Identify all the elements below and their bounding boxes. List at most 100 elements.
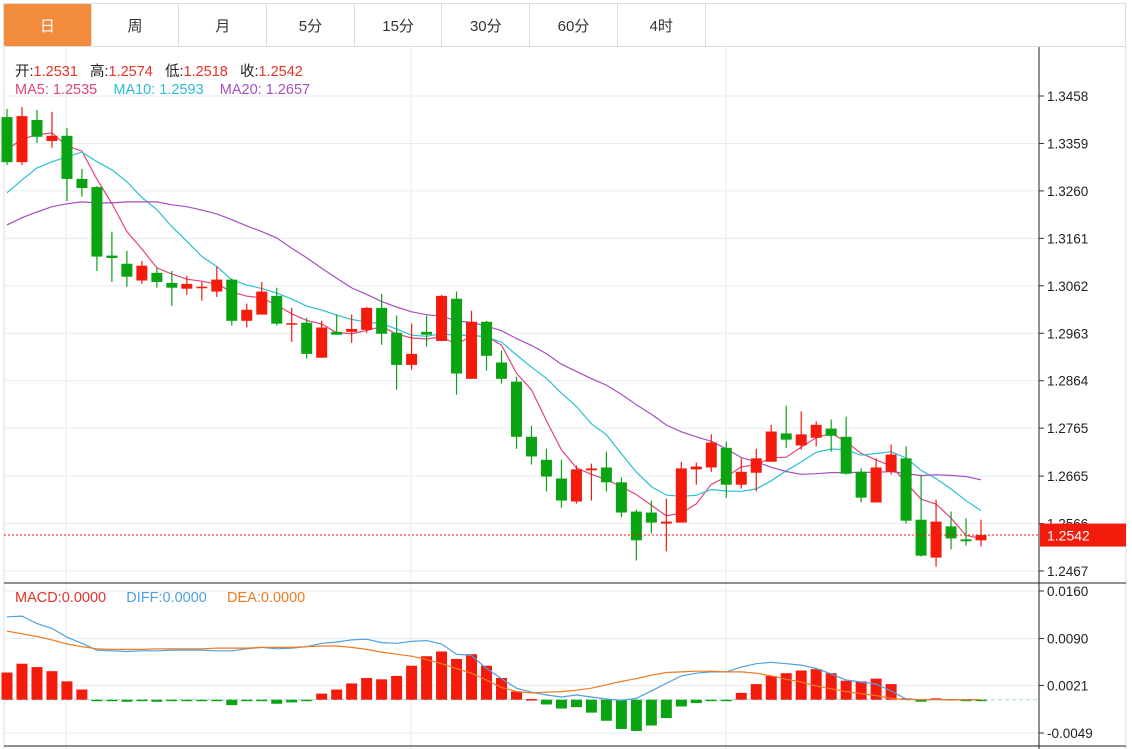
diff-line [6, 615, 981, 702]
macd-bar [211, 699, 223, 702]
candle-body [361, 307, 373, 330]
candle-body [855, 471, 867, 498]
candle-body [346, 328, 358, 332]
candle-body [151, 272, 163, 282]
candle [466, 310, 478, 379]
candle [705, 434, 717, 472]
candle [585, 463, 597, 501]
tab-6[interactable]: 60分 [530, 4, 618, 46]
candle-body [376, 307, 388, 334]
candle-body [870, 467, 882, 503]
macd-bar [406, 665, 418, 700]
candle-body [331, 331, 343, 335]
macd-bar [1, 672, 13, 700]
candle-body [211, 279, 223, 292]
candle [166, 270, 178, 306]
macd-bar [316, 693, 328, 700]
candle-body [525, 436, 537, 457]
candle [660, 498, 672, 552]
macd-bar [436, 651, 448, 700]
open-value: 1.2531 [33, 64, 78, 80]
macd-bar [615, 699, 627, 729]
candle-body [645, 512, 657, 523]
candle-body [930, 521, 942, 558]
macd-bar [765, 675, 777, 700]
low-value: 1.2518 [183, 64, 228, 80]
macd-bar [241, 699, 253, 702]
candle [615, 477, 627, 518]
candle-body [780, 433, 792, 440]
candle-body [421, 331, 433, 335]
price-tick-label: 1.2765 [1047, 421, 1088, 436]
macd-bar [391, 675, 403, 700]
tab-5[interactable]: 30分 [442, 4, 531, 46]
macd-bar [510, 691, 522, 700]
candle [211, 266, 223, 297]
macd-tick-label: 0.0160 [1047, 584, 1088, 599]
candle [645, 500, 657, 534]
dea-line [6, 630, 981, 701]
candle [825, 419, 837, 452]
macd-bar [361, 677, 373, 700]
macd-bar [960, 699, 972, 702]
candle [915, 474, 927, 557]
candle-body [540, 459, 552, 477]
macd-bar [286, 699, 298, 703]
macd-bar [61, 681, 73, 700]
candle [451, 291, 463, 395]
candle-body [391, 332, 403, 365]
macd-bar [16, 663, 28, 700]
tab-0[interactable]: 日 [4, 4, 92, 46]
candle-body [271, 295, 283, 324]
dea-legend-item: DEA:0.0000 [227, 590, 306, 606]
price-tick-label: 1.3161 [1047, 231, 1088, 246]
candle [795, 411, 807, 450]
candle-body [885, 454, 897, 472]
candle-body [720, 447, 732, 485]
candle [690, 462, 702, 485]
price-tick-label: 1.3260 [1047, 184, 1088, 199]
candle [121, 250, 133, 287]
tab-7[interactable]: 4时 [618, 4, 706, 46]
tab-3[interactable]: 5分 [267, 4, 355, 46]
candle [600, 451, 612, 492]
candle-body [301, 322, 313, 354]
candle-body [570, 469, 582, 502]
candle-body [555, 478, 567, 501]
ma5-legend: MA5: 1.2535 [15, 82, 98, 98]
macd-bar [855, 681, 867, 700]
high-label: 高: [89, 64, 109, 80]
macd-bar [840, 680, 852, 700]
macd-bar [600, 699, 612, 721]
candle-body [436, 295, 448, 341]
close-value: 1.2542 [258, 64, 303, 80]
diff-legend-item: DIFF:0.0000 [126, 590, 207, 606]
tab-2[interactable]: 月 [179, 4, 268, 46]
candle [720, 441, 732, 498]
candle [76, 168, 88, 197]
candle [735, 458, 747, 489]
candle-body [975, 535, 987, 541]
candle [106, 231, 118, 282]
tab-1[interactable]: 周 [92, 4, 180, 46]
macd-bar [196, 699, 208, 702]
macd-bar [810, 669, 822, 700]
candle [196, 281, 208, 301]
candle-body [256, 291, 268, 315]
candle [870, 458, 882, 503]
ma5-line [6, 132, 982, 539]
macd-bar [690, 699, 702, 704]
candle-body [945, 526, 957, 539]
macd-bar [301, 699, 313, 702]
candle-body [46, 135, 58, 142]
macd-bar [780, 673, 792, 700]
macd-bar [540, 699, 552, 705]
candle [316, 320, 328, 358]
ma10-line [6, 151, 982, 512]
candle [256, 281, 268, 315]
candle-body [16, 116, 28, 163]
candle [286, 307, 298, 342]
candle-body [241, 309, 253, 321]
tab-4[interactable]: 15分 [355, 4, 443, 46]
candle [975, 519, 987, 547]
